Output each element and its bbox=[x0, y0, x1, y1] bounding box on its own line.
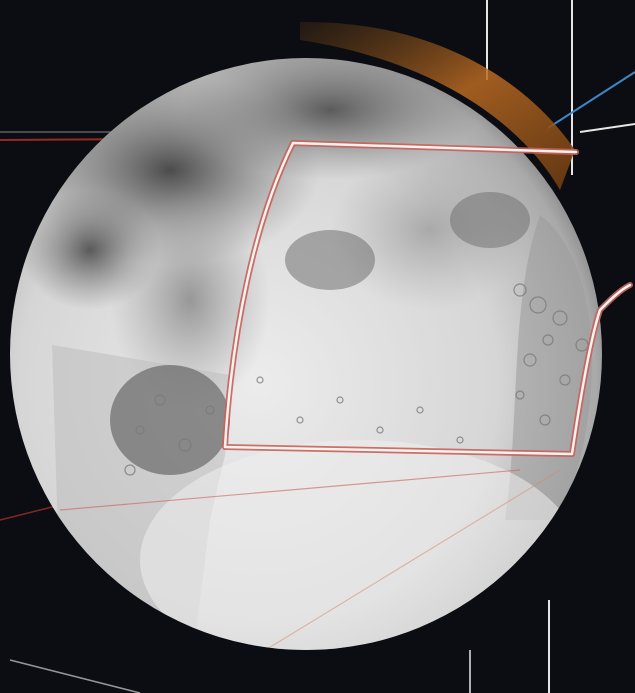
crater-field bbox=[124, 283, 589, 476]
surface-trajectory-red bbox=[59, 469, 521, 511]
mosaic-tile-right bbox=[505, 215, 593, 520]
mid-region-center-left bbox=[110, 190, 270, 410]
trajectory-line-white-bottom bbox=[9, 659, 141, 693]
highlighted-region-outline-white bbox=[223, 141, 632, 456]
surface-trajectory-orange bbox=[199, 469, 561, 650]
cratered-region-lower-left bbox=[110, 365, 230, 475]
mid-region-upper-right bbox=[330, 150, 530, 310]
dark-patch-center bbox=[285, 230, 375, 290]
trajectory-line-blue bbox=[547, 71, 635, 129]
trajectory-line-white-right bbox=[579, 123, 635, 133]
limb-crescent bbox=[300, 21, 575, 190]
dark-patch-right bbox=[450, 192, 530, 248]
